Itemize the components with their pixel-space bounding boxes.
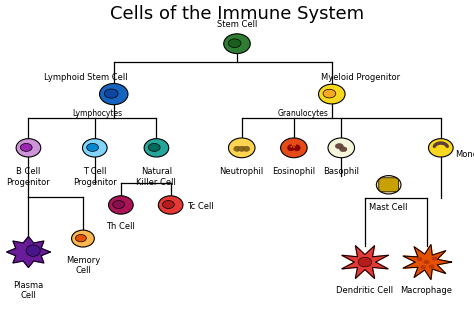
Ellipse shape [319,84,345,104]
Ellipse shape [234,146,240,151]
Ellipse shape [323,89,336,98]
Circle shape [290,146,292,148]
Circle shape [432,256,438,261]
Ellipse shape [75,235,86,242]
Polygon shape [342,246,388,279]
Ellipse shape [82,139,107,157]
Ellipse shape [163,201,174,209]
Circle shape [294,144,296,146]
Ellipse shape [16,139,41,157]
Text: Macrophage: Macrophage [401,286,453,295]
Text: Monocyte: Monocyte [455,150,474,159]
Circle shape [420,265,426,269]
Ellipse shape [158,196,183,214]
Polygon shape [7,237,50,267]
Text: Cells of the Immune System: Cells of the Immune System [110,5,364,23]
Text: Mast Cell: Mast Cell [369,203,408,212]
Ellipse shape [335,143,343,149]
Text: Myeloid Progenitor: Myeloid Progenitor [321,73,400,82]
Text: Eosinophil: Eosinophil [273,167,315,176]
Ellipse shape [228,138,255,158]
Circle shape [292,144,293,146]
Ellipse shape [376,176,401,194]
Ellipse shape [293,145,300,151]
Ellipse shape [339,147,347,152]
FancyBboxPatch shape [379,178,399,192]
Circle shape [417,257,423,261]
Ellipse shape [109,196,133,214]
Circle shape [293,146,295,148]
Ellipse shape [113,201,125,209]
Ellipse shape [288,145,294,151]
Circle shape [428,264,435,269]
Text: Neutrophil: Neutrophil [219,167,264,176]
Ellipse shape [104,89,118,98]
Ellipse shape [87,143,99,152]
Ellipse shape [72,230,94,247]
Circle shape [358,257,372,267]
Text: Lymphoid Stem Cell: Lymphoid Stem Cell [44,73,127,82]
Text: Stem Cell: Stem Cell [217,19,257,29]
Ellipse shape [100,83,128,105]
Text: Natural
Killer Cell: Natural Killer Cell [137,167,176,187]
Text: Dendritic Cell: Dendritic Cell [337,286,393,295]
Ellipse shape [428,139,453,157]
Text: Lymphocytes: Lymphocytes [72,109,122,118]
Ellipse shape [148,143,160,152]
Polygon shape [403,245,452,280]
Circle shape [424,260,429,264]
Text: B Cell
Progenitor: B Cell Progenitor [7,167,50,187]
Text: T Cell
Progenitor: T Cell Progenitor [73,167,117,187]
Ellipse shape [238,146,245,151]
Text: Memory
Cell: Memory Cell [66,256,100,276]
Ellipse shape [281,138,307,158]
Ellipse shape [228,39,241,47]
Ellipse shape [20,143,32,152]
Ellipse shape [224,34,250,53]
Text: Granulocytes: Granulocytes [278,109,329,118]
Ellipse shape [144,139,169,157]
Ellipse shape [328,138,355,158]
Text: Plasma
Cell: Plasma Cell [13,281,44,300]
Text: Th Cell: Th Cell [107,222,135,232]
Ellipse shape [243,146,250,151]
Text: Basophil: Basophil [323,167,359,176]
Text: Tc Cell: Tc Cell [187,202,214,211]
Ellipse shape [26,245,40,256]
